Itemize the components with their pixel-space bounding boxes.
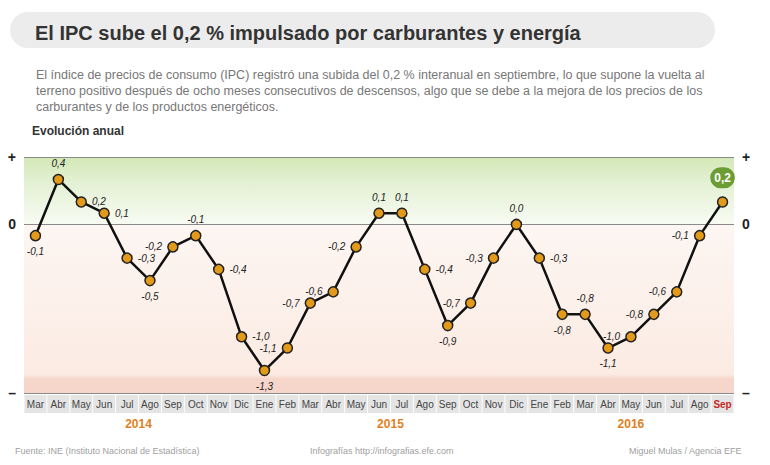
svg-text:0,0: 0,0: [509, 203, 523, 214]
svg-text:Sep: Sep: [164, 399, 182, 410]
svg-text:–: –: [742, 385, 750, 401]
svg-text:Mar: Mar: [27, 399, 45, 410]
svg-text:+: +: [742, 149, 750, 165]
svg-text:Dic: Dic: [509, 399, 523, 410]
svg-text:-1,1: -1,1: [259, 343, 276, 354]
svg-text:Abr: Abr: [325, 399, 341, 410]
svg-text:Ene: Ene: [256, 399, 274, 410]
svg-text:-0,6: -0,6: [305, 286, 323, 297]
svg-text:0,4: 0,4: [51, 158, 65, 169]
svg-text:terreno positivo después de oc: terreno positivo después de ocho meses c…: [36, 84, 706, 98]
svg-text:Ago: Ago: [416, 399, 434, 410]
svg-text:–: –: [8, 385, 16, 401]
svg-text:0,2: 0,2: [714, 171, 731, 185]
svg-text:-0,8: -0,8: [554, 325, 572, 336]
svg-text:El IPC sube el 0,2 % impulsado: El IPC sube el 0,2 % impulsado por carbu…: [35, 22, 582, 44]
svg-text:Jun: Jun: [371, 399, 387, 410]
svg-text:Feb: Feb: [279, 399, 297, 410]
svg-text:May: May: [621, 399, 640, 410]
svg-text:Ene: Ene: [530, 399, 548, 410]
svg-text:0: 0: [742, 216, 750, 232]
svg-text:Ago: Ago: [141, 399, 159, 410]
svg-text:Feb: Feb: [554, 399, 572, 410]
svg-text:Nov: Nov: [485, 399, 503, 410]
svg-text:Dic: Dic: [234, 399, 248, 410]
svg-text:Abr: Abr: [600, 399, 616, 410]
svg-text:Nov: Nov: [210, 399, 228, 410]
svg-text:0,1: 0,1: [372, 192, 386, 203]
svg-text:-0,3: -0,3: [466, 253, 484, 264]
svg-text:Evolución anual: Evolución anual: [32, 124, 124, 138]
svg-text:-0,1: -0,1: [187, 214, 204, 225]
svg-text:-0,4: -0,4: [229, 264, 247, 275]
svg-text:-0,1: -0,1: [672, 230, 689, 241]
svg-text:-1,0: -1,0: [603, 331, 621, 342]
svg-text:-0,7: -0,7: [282, 298, 300, 309]
svg-text:carburantes y de los productos: carburantes y de los productos energétic…: [36, 100, 279, 114]
svg-text:-0,4: -0,4: [436, 264, 454, 275]
svg-text:-0,2: -0,2: [145, 241, 163, 252]
svg-text:-0,2: -0,2: [328, 241, 346, 252]
svg-text:Mar: Mar: [577, 399, 595, 410]
svg-text:Mar: Mar: [302, 399, 320, 410]
svg-text:Infografías http://infografias: Infografías http://infografias.efe.com: [310, 446, 454, 456]
svg-text:Oct: Oct: [188, 399, 204, 410]
svg-text:-0,3: -0,3: [550, 253, 568, 264]
svg-text:0,1: 0,1: [115, 208, 129, 219]
svg-text:-0,7: -0,7: [443, 298, 461, 309]
svg-text:Jun: Jun: [646, 399, 662, 410]
svg-text:-1,1: -1,1: [599, 358, 616, 369]
svg-text:+: +: [8, 149, 16, 165]
svg-text:-1,0: -1,0: [252, 331, 270, 342]
svg-text:Ago: Ago: [691, 399, 709, 410]
svg-text:0,1: 0,1: [395, 192, 409, 203]
svg-text:Jul: Jul: [396, 399, 409, 410]
svg-text:2014: 2014: [125, 417, 152, 431]
svg-text:2015: 2015: [377, 417, 404, 431]
svg-text:-0,8: -0,8: [577, 293, 595, 304]
svg-text:Jul: Jul: [121, 399, 134, 410]
svg-text:0,2: 0,2: [92, 196, 106, 207]
svg-text:0: 0: [8, 216, 16, 232]
svg-text:Miguel Mulas / Agencia EFE: Miguel Mulas / Agencia EFE: [629, 446, 742, 456]
svg-text:-1,3: -1,3: [256, 381, 274, 392]
svg-text:-0,8: -0,8: [626, 309, 644, 320]
svg-text:Sep: Sep: [713, 399, 731, 410]
svg-text:-0,9: -0,9: [439, 336, 457, 347]
svg-text:Fuente: INE (Instituto Naciona: Fuente: INE (Instituto Nacional de Estad…: [15, 446, 200, 456]
svg-text:-0,5: -0,5: [141, 291, 159, 302]
svg-text:Jul: Jul: [670, 399, 683, 410]
svg-text:Oct: Oct: [463, 399, 479, 410]
svg-text:-0,1: -0,1: [27, 246, 44, 257]
svg-text:2016: 2016: [618, 417, 645, 431]
svg-text:El índice de precios de consum: El índice de precios de consumo (IPC) re…: [36, 68, 708, 82]
svg-text:Jun: Jun: [96, 399, 112, 410]
svg-text:Abr: Abr: [51, 399, 67, 410]
svg-text:Sep: Sep: [439, 399, 457, 410]
svg-text:-0,3: -0,3: [138, 253, 156, 264]
svg-text:May: May: [72, 399, 91, 410]
svg-text:May: May: [347, 399, 366, 410]
svg-text:-0,6: -0,6: [649, 286, 667, 297]
